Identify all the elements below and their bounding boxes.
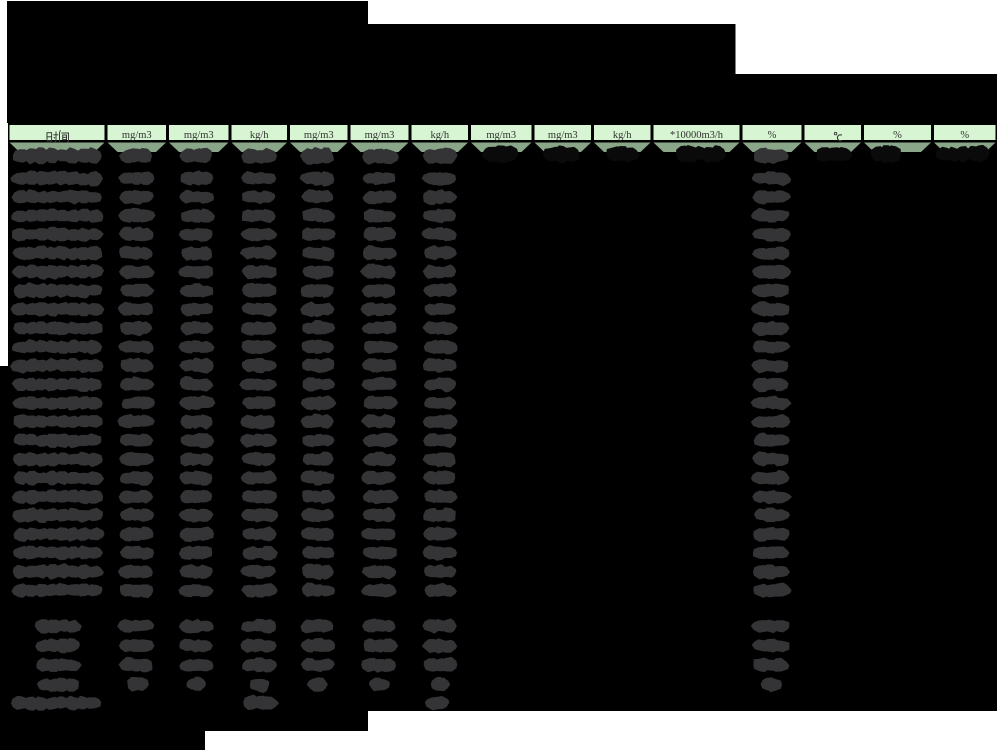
svg-text:*10000m3/h: *10000m3/h <box>670 130 724 141</box>
svg-text:kg/h: kg/h <box>430 130 449 141</box>
svg-text:mg/m3: mg/m3 <box>486 130 516 141</box>
svg-text:%: % <box>768 130 777 141</box>
svg-text:%: % <box>960 130 969 141</box>
svg-text:kg/h: kg/h <box>613 130 632 141</box>
svg-text:mg/m3: mg/m3 <box>548 130 578 141</box>
svg-text:mg/m3: mg/m3 <box>184 130 214 141</box>
svg-text:kg/h: kg/h <box>250 130 269 141</box>
svg-text:%: % <box>893 130 902 141</box>
svg-text:mg/m3: mg/m3 <box>122 130 152 141</box>
svg-text:mg/m3: mg/m3 <box>365 130 395 141</box>
svg-text:mg/m3: mg/m3 <box>304 130 334 141</box>
